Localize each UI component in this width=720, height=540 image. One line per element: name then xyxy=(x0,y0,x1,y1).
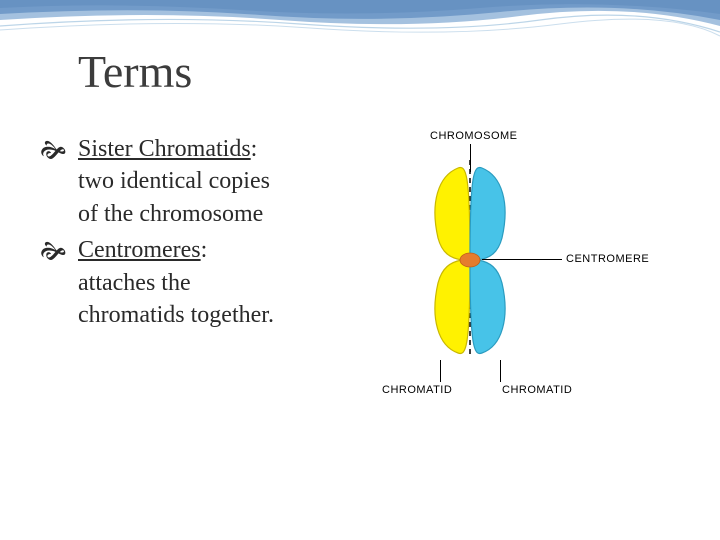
chromosome-figure: CHROMOSOME CENTROMERE CHROMATID xyxy=(320,128,670,408)
label-chromosome: CHROMOSOME xyxy=(430,130,518,142)
leader-line xyxy=(440,360,441,382)
bullet-centromeres: 🙞 Centromeres: attaches the chromatids t… xyxy=(40,234,280,331)
label-chromatid-left: CHROMATID xyxy=(382,384,452,396)
label-chromatid-right: CHROMATID xyxy=(502,384,572,396)
label-centromere: CENTROMERE xyxy=(566,253,649,265)
leader-line xyxy=(482,259,562,260)
bullet-sister-chromatids: 🙞 Sister Chromatids: two identical copie… xyxy=(40,133,280,230)
term-centromeres: Centromeres xyxy=(78,237,201,263)
definition-sister-chromatids: two identical copies of the chromosome xyxy=(78,168,270,226)
chromosome-svg xyxy=(330,148,630,388)
top-wave-decoration xyxy=(0,0,720,50)
leader-line xyxy=(500,360,501,382)
definitions-column: 🙞 Sister Chromatids: two identical copie… xyxy=(40,133,280,408)
definition-centromeres: attaches the chromatids together. xyxy=(78,270,274,328)
slide-title: Terms xyxy=(78,45,680,98)
centromere-shape xyxy=(460,253,480,267)
bullet-icon: 🙞 xyxy=(40,135,67,167)
slide-content: Terms 🙞 Sister Chromatids: two identical… xyxy=(78,45,680,408)
term-sister-chromatids: Sister Chromatids xyxy=(78,136,251,162)
body-row: 🙞 Sister Chromatids: two identical copie… xyxy=(78,133,680,408)
bullet-icon: 🙞 xyxy=(40,236,67,268)
